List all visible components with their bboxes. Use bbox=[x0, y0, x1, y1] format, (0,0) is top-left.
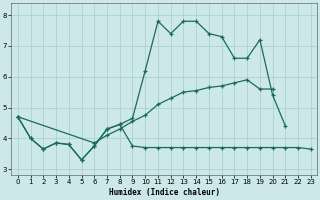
X-axis label: Humidex (Indice chaleur): Humidex (Indice chaleur) bbox=[109, 188, 220, 197]
